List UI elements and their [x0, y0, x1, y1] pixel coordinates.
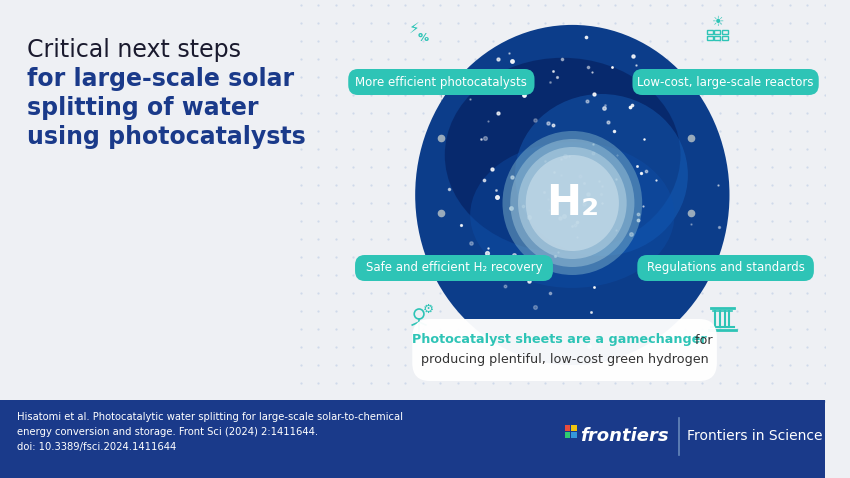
- Text: ⚡: ⚡: [409, 21, 420, 35]
- Text: using photocatalysts: using photocatalysts: [27, 125, 306, 149]
- Bar: [0, 400, 824, 478]
- Text: %: %: [417, 33, 428, 43]
- Text: splitting of water: splitting of water: [27, 96, 258, 120]
- Bar: [564, 432, 570, 438]
- Ellipse shape: [526, 155, 619, 251]
- Ellipse shape: [445, 58, 681, 252]
- FancyBboxPatch shape: [412, 319, 717, 381]
- Text: Photocatalyst sheets are a gamechanger: Photocatalyst sheets are a gamechanger: [412, 334, 707, 347]
- FancyBboxPatch shape: [355, 255, 553, 281]
- Bar: [571, 425, 577, 431]
- Ellipse shape: [502, 131, 643, 275]
- Text: doi: 10.3389/fsci.2024.1411644: doi: 10.3389/fsci.2024.1411644: [18, 442, 177, 452]
- FancyBboxPatch shape: [632, 69, 819, 95]
- Text: ☀: ☀: [711, 15, 724, 29]
- Bar: [564, 425, 570, 431]
- Text: Critical next steps: Critical next steps: [27, 38, 241, 62]
- Text: frontiers: frontiers: [580, 427, 669, 445]
- Ellipse shape: [415, 25, 729, 365]
- Text: More efficient photocatalysts: More efficient photocatalysts: [355, 76, 527, 88]
- Text: producing plentiful, low-cost green hydrogen: producing plentiful, low-cost green hydr…: [421, 354, 708, 367]
- Ellipse shape: [510, 139, 634, 267]
- Text: energy conversion and storage. Front Sci (2024) 2:1411644.: energy conversion and storage. Front Sci…: [18, 427, 319, 437]
- Text: Hisatomi et al. Photocatalytic water splitting for large-scale solar-to-chemical: Hisatomi et al. Photocatalytic water spl…: [18, 412, 404, 422]
- Text: Safe and efficient H₂ recovery: Safe and efficient H₂ recovery: [366, 261, 542, 274]
- Text: for large-scale solar: for large-scale solar: [27, 67, 294, 91]
- Bar: [571, 432, 577, 438]
- Text: H₂: H₂: [546, 182, 599, 224]
- Text: Regulations and standards: Regulations and standards: [647, 261, 805, 274]
- Text: Frontiers in Science: Frontiers in Science: [687, 429, 822, 443]
- Text: ⚙: ⚙: [423, 303, 434, 315]
- Text: Low-cost, large-scale reactors: Low-cost, large-scale reactors: [638, 76, 813, 88]
- Text: for: for: [691, 334, 712, 347]
- FancyBboxPatch shape: [348, 69, 535, 95]
- Ellipse shape: [470, 142, 675, 288]
- FancyBboxPatch shape: [638, 255, 814, 281]
- Ellipse shape: [515, 94, 688, 256]
- Ellipse shape: [518, 147, 626, 259]
